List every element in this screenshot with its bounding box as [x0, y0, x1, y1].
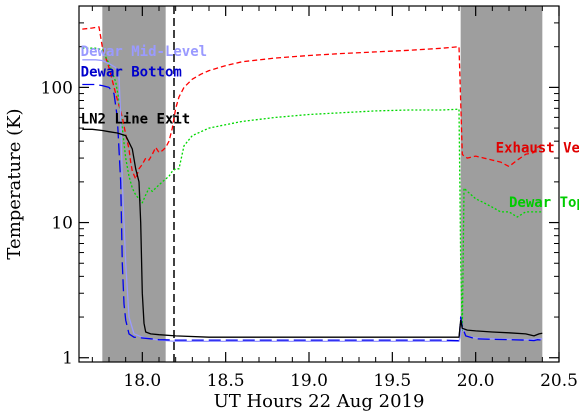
annotations: Dewar Mid-Level Dewar Bottom LN2 Line Exit… [81, 44, 579, 211]
annotation-dewar-top: Dewar Top [509, 195, 579, 211]
annotation-ln2-line-exit: LN2 Line Exit [81, 112, 191, 128]
series-exhaust-vent [82, 26, 543, 180]
annotation-exhaust-vent: Exhaust Vent [496, 140, 579, 156]
axis-ticks: 18.0 18.5 19.0 19.5 20.0 20.5 1 10 100 [41, 5, 578, 391]
x-tick-label: 19.5 [373, 371, 411, 391]
x-tick-label: 20.5 [540, 371, 578, 391]
x-tick-label: 19.0 [290, 371, 328, 391]
series-ln2-line-exit [82, 128, 543, 338]
annotation-dewar-bottom: Dewar Bottom [81, 65, 182, 81]
x-tick-label: 20.0 [457, 371, 495, 391]
x-tick-label: 18.0 [123, 371, 161, 391]
y-axis-label: Temperature (K) [4, 108, 25, 259]
y-tick-label: 10 [51, 214, 73, 234]
x-axis-label: UT Hours 22 Aug 2019 [214, 391, 425, 412]
annotation-dewar-mid-level: Dewar Mid-Level [81, 44, 207, 60]
series-lines [82, 26, 543, 343]
shaded-regions [102, 6, 543, 362]
plot-frame [78, 5, 560, 363]
y-tick-label: 1 [62, 349, 73, 369]
series-dewar-bottom [82, 83, 543, 342]
x-tick-label: 18.5 [207, 371, 245, 391]
shaded-region-2 [460, 6, 543, 362]
y-tick-label: 100 [41, 78, 73, 98]
series-dewar-top [82, 47, 543, 331]
